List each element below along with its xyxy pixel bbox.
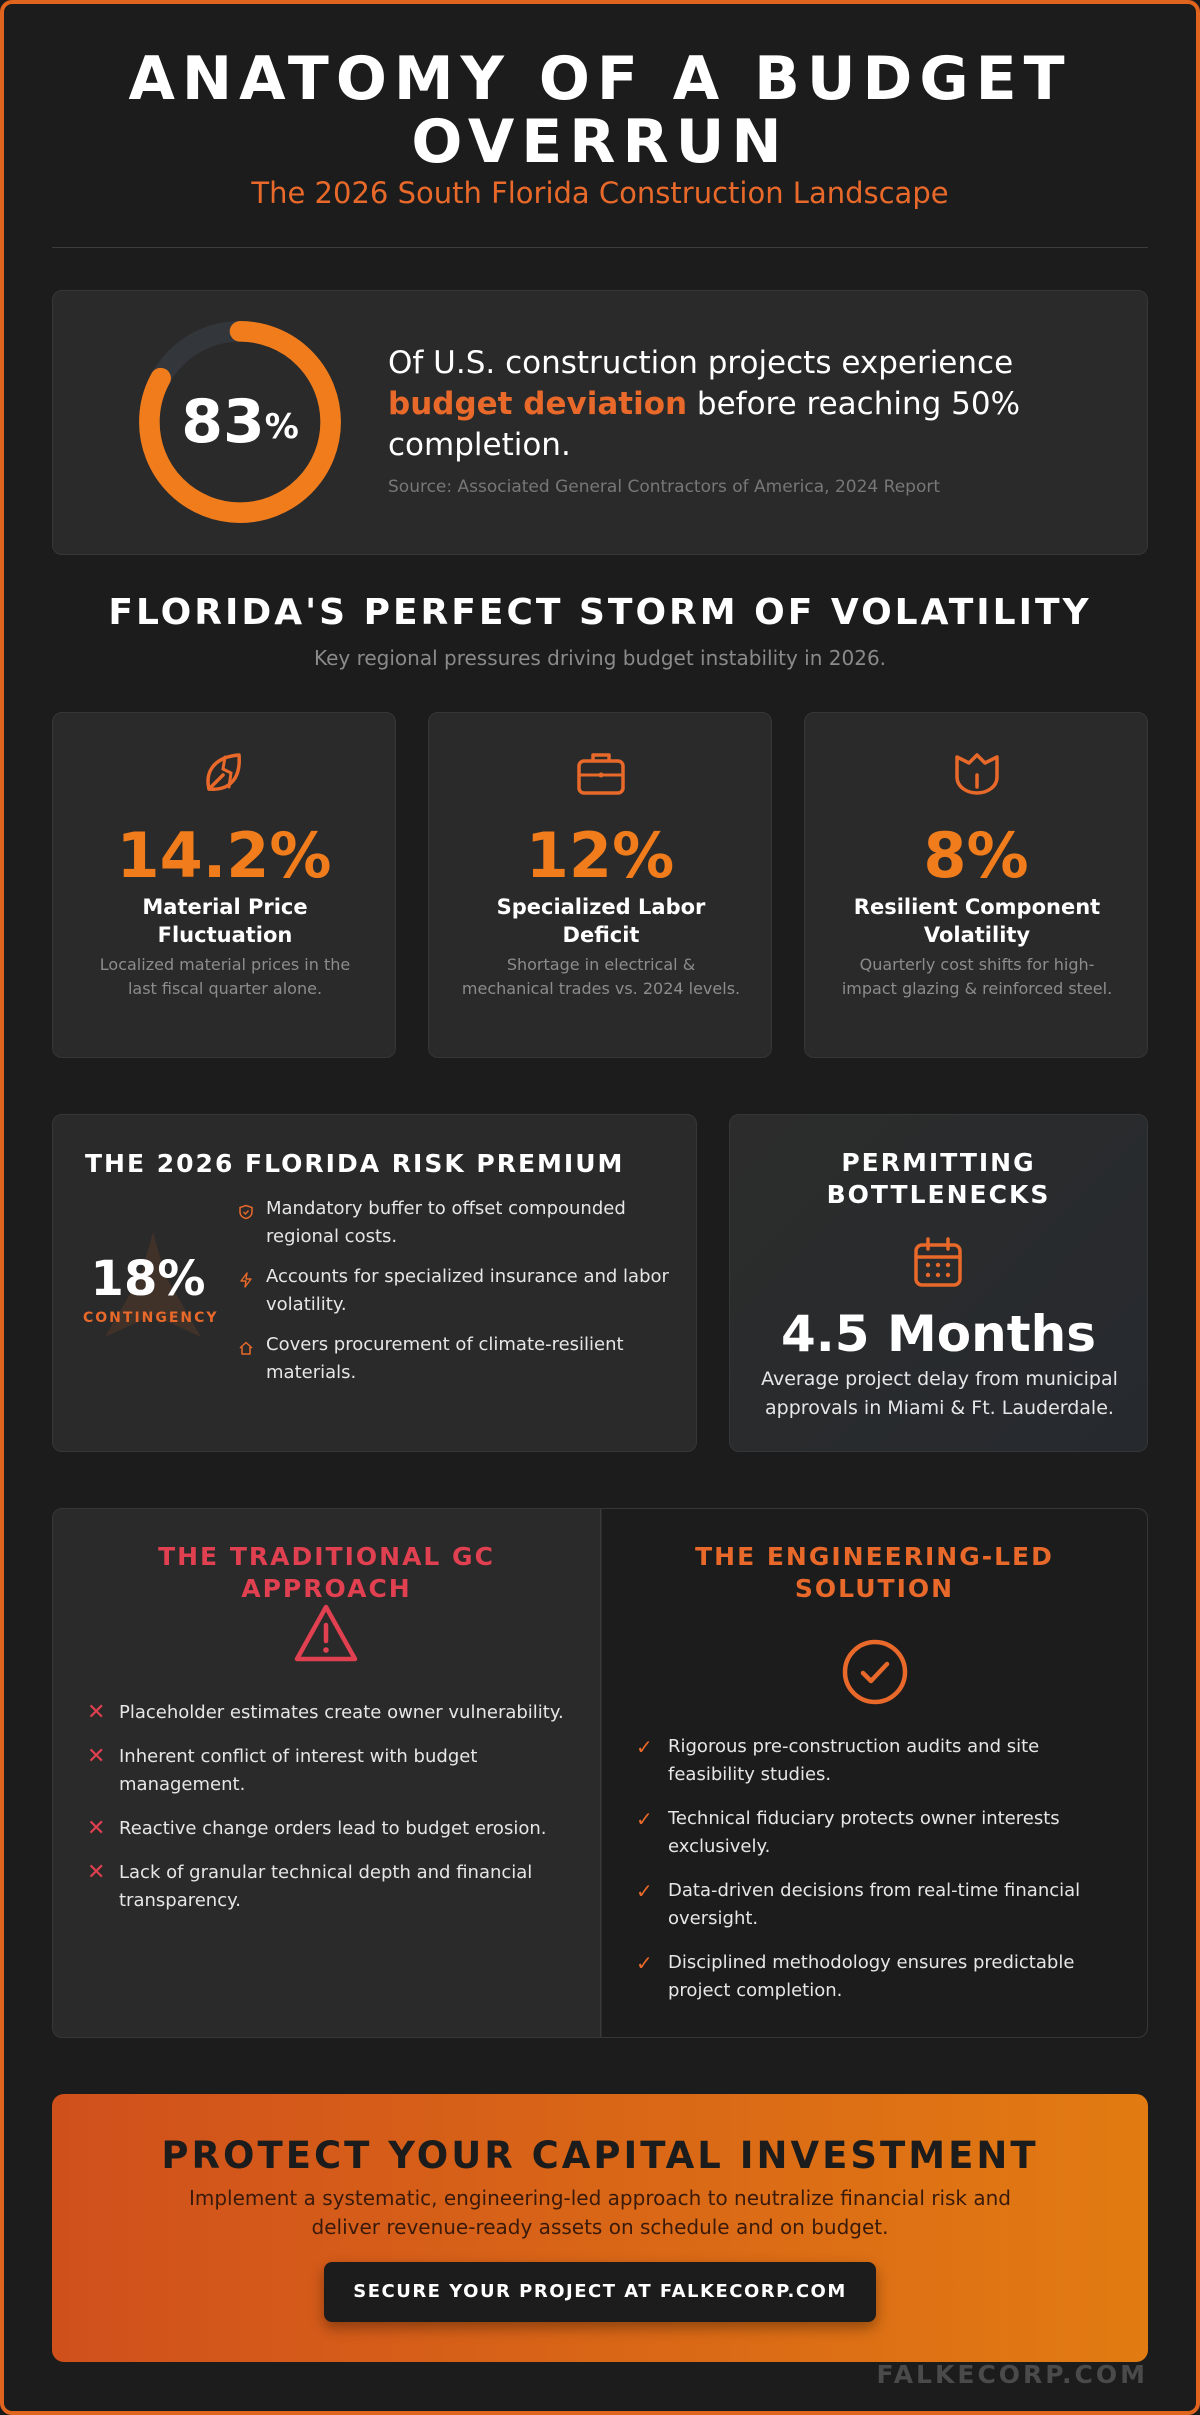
card-value: 14.2% [116,819,332,892]
page-subtitle: The 2026 South Florida Construction Land… [251,176,949,210]
warning-icon [294,1604,358,1662]
volatility-heading: FLORIDA'S PERFECT STORM OF VOLATILITY [108,592,1092,633]
card-label: Specialized Labor Deficit [496,895,706,947]
card-description: Quarterly cost shifts for high-impact gl… [841,955,1113,998]
percent-ring-arc [139,321,341,523]
list-item: ✕ Reactive change orders lead to budget e… [87,1815,567,1843]
list-item: ✕ Inherent conflict of interest with budg… [87,1743,567,1799]
percent-ring-chart [139,321,341,523]
hero-stat-value: 83 [181,387,265,457]
briefcase-icon [577,753,625,795]
list-item-text: Data-driven decisions from real-time fin… [668,1880,1081,1929]
list-item: ✓ Rigorous pre-construction audits and si… [636,1733,1116,1789]
shield-icon [239,1204,253,1220]
hero-stat-panel: 83% Of U.S. construction projects experi… [52,290,1148,555]
list-item-text: Placeholder estimates create owner vulne… [119,1702,564,1723]
volatility-card-labor: 12% Specialized Labor Deficit Shortage i… [428,712,772,1058]
list-item-text: Rigorous pre-construction audits and sit… [668,1736,1040,1785]
hero-stat-text: Of U.S. construction projects experience… [388,343,1068,466]
permitting-description: Average project delay from municipal app… [761,1368,1118,1419]
cta-text: Implement a systematic, engineering-led … [188,2186,1011,2239]
list-item: Covers procurement of climate-resilient … [238,1331,678,1387]
volatility-card-material: 14.2% Material Price Fluctuation Localiz… [52,712,396,1058]
check-icon: ✓ [636,1879,653,1903]
risk-premium-heading: THE 2026 FLORIDA RISK PREMIUM [85,1149,625,1178]
card-description: Shortage in electrical & mechanical trad… [461,955,741,998]
list-item: ✕ Placeholder estimates create owner vuln… [87,1699,567,1727]
engineering-solution-column: THE ENGINEERING-LED SOLUTION ✓ Rigorous p… [602,1509,1147,2037]
contingency-label: CONTINGENCY [83,1310,219,1326]
hero-stat-highlight: budget deviation [388,386,688,422]
hero-stat-text-before: Of U.S. construction projects experience [388,345,1014,381]
calendar-icon [914,1237,962,1287]
permitting-heading: PERMITTING BOTTLENECKS [826,1148,1051,1209]
list-item-text: Inherent conflict of interest with budge… [119,1746,478,1795]
card-description: Localized material prices in the last fi… [99,955,351,998]
list-item: ✓ Technical fiduciary protects owner inte… [636,1805,1116,1861]
shield-shape-icon [955,753,999,795]
risk-premium-list: Mandatory buffer to offset compounded re… [238,1195,678,1399]
x-icon: ✕ [87,1700,106,1725]
x-icon: ✕ [87,1816,106,1841]
risk-premium-panel: THE 2026 FLORIDA RISK PREMIUM 18% CONTIN… [52,1114,697,1452]
cta-banner: PROTECT YOUR CAPITAL INVESTMENT Implemen… [52,2094,1148,2362]
hero-stat-unit: % [264,407,299,447]
list-item: Accounts for specialized insurance and l… [238,1263,678,1319]
divider [52,247,1148,248]
permitting-value: 4.5 Months [781,1305,1096,1363]
volatility-subheading: Key regional pressures driving budget in… [313,646,887,670]
volatility-card-resilient: 8% Resilient Component Volatility Quarte… [804,712,1148,1058]
traditional-list: ✕ Placeholder estimates create owner vuln… [87,1699,567,1931]
engineering-list: ✓ Rigorous pre-construction audits and si… [636,1733,1116,2021]
check-icon: ✓ [636,1951,653,1975]
check-icon: ✓ [636,1735,653,1759]
list-item-text: Lack of granular technical depth and fin… [119,1862,533,1911]
home-icon [239,1341,253,1355]
list-item: ✕ Lack of granular technical depth and fi… [87,1859,567,1915]
list-item-text: Disciplined methodology ensures predicta… [668,1952,1075,2001]
check-icon: ✓ [636,1807,653,1831]
x-icon: ✕ [87,1744,106,1769]
card-label: Material Price Fluctuation [142,895,308,947]
list-item-text: Reactive change orders lead to budget er… [119,1818,547,1839]
list-item: ✓ Disciplined methodology ensures predict… [636,1949,1116,2005]
traditional-heading: THE TRADITIONAL GC APPROACH [158,1542,495,1603]
list-item-text: Covers procurement of climate-resilient … [266,1334,624,1383]
page-title: ANATOMY OF A BUDGET OVERRUN [128,44,1072,177]
contingency-value: 18% [90,1251,206,1307]
broken-leaf-icon [206,753,241,791]
card-value: 12% [525,819,675,892]
cta-button[interactable]: SECURE YOUR PROJECT AT FALKECORP.COM [324,2262,876,2322]
hero-stat-source: Source: Associated General Contractors o… [388,477,940,497]
x-icon: ✕ [87,1860,106,1885]
permitting-panel: PERMITTING BOTTLENECKS 4.5 Months Averag… [729,1114,1148,1452]
card-label: Resilient Component Volatility [853,895,1101,947]
list-item-text: Mandatory buffer to offset compounded re… [266,1198,626,1247]
engineering-heading: THE ENGINEERING-LED SOLUTION [695,1542,1054,1603]
list-item: ✓ Data-driven decisions from real-time fi… [636,1877,1116,1933]
check-circle-icon [842,1639,908,1705]
hero-stat-text-after: before reaching 50% completion. [388,386,1021,463]
list-item: Mandatory buffer to offset compounded re… [238,1195,678,1251]
traditional-approach-column: THE TRADITIONAL GC APPROACH ✕ Placeholder… [53,1509,601,2037]
star-background-icon [105,1232,201,1337]
comparison-panel: THE TRADITIONAL GC APPROACH ✕ Placeholder… [52,1508,1148,2038]
brand-footer: FALKECORP.COM [876,2360,1148,2389]
percent-ring-label: 83% [137,319,343,525]
list-item-text: Accounts for specialized insurance and l… [266,1266,669,1315]
cta-heading: PROTECT YOUR CAPITAL INVESTMENT [161,2134,1039,2177]
card-value: 8% [923,819,1029,892]
bolt-icon [240,1272,252,1288]
list-item-text: Technical fiduciary protects owner inter… [668,1808,1060,1857]
